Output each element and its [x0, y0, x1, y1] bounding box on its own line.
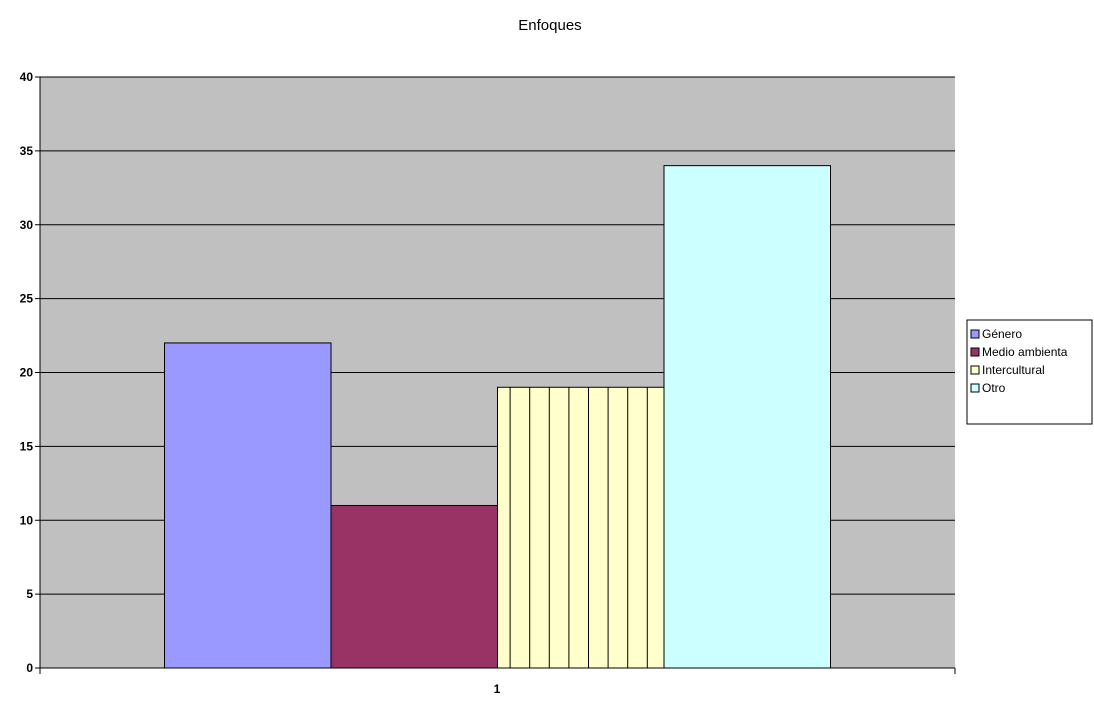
bars — [164, 165, 831, 669]
y-tick-label: 25 — [20, 292, 34, 306]
bar-intercultural — [497, 386, 665, 669]
y-tick-label: 35 — [20, 144, 34, 158]
legend-swatch — [970, 383, 980, 393]
legend-label: Medio ambienta — [982, 345, 1068, 359]
y-tick-label: 40 — [20, 70, 34, 84]
y-tick-label: 15 — [20, 439, 34, 453]
y-axis-ticks: 0 5 10 15 20 25 30 35 40 — [20, 70, 40, 675]
legend-label: Intercultural — [982, 363, 1045, 377]
y-tick-label: 20 — [20, 366, 34, 380]
legend-label: Otro — [982, 381, 1006, 395]
legend-box — [966, 319, 1093, 425]
legend-swatch — [970, 365, 980, 375]
bar-otro — [663, 165, 831, 669]
legend: Género Medio ambienta Intercultural Otro — [966, 319, 1093, 425]
y-tick-label: 30 — [20, 218, 34, 232]
legend-label: Género — [982, 327, 1022, 341]
y-tick-label: 0 — [26, 661, 33, 675]
chart-title: Enfoques — [518, 17, 581, 34]
y-tick-label: 10 — [20, 513, 34, 527]
legend-swatch — [970, 347, 980, 357]
bar-g-nero — [164, 342, 332, 669]
y-tick-label: 5 — [26, 587, 33, 601]
bar-medio-ambienta — [330, 504, 498, 669]
legend-swatch — [970, 329, 980, 339]
x-tick-label: 1 — [494, 682, 501, 696]
